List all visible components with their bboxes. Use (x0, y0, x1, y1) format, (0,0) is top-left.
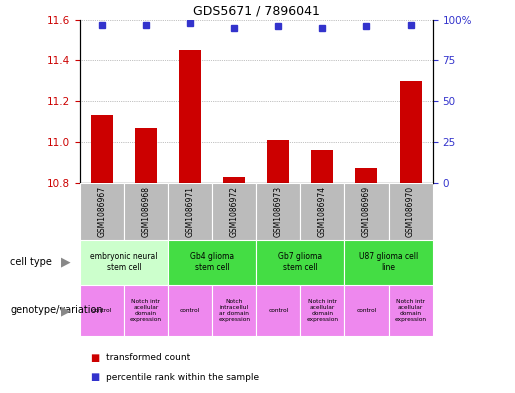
Text: Gb7 glioma
stem cell: Gb7 glioma stem cell (278, 252, 322, 272)
Text: cell type: cell type (10, 257, 52, 267)
Text: Notch intr
acellular
domain
expression: Notch intr acellular domain expression (394, 299, 426, 321)
Bar (388, 285, 433, 336)
Text: Notch intr
acellular
domain
expression: Notch intr acellular domain expression (130, 299, 162, 321)
Text: percentile rank within the sample: percentile rank within the sample (106, 373, 259, 382)
Text: ■: ■ (90, 372, 99, 382)
Bar (400, 81, 422, 183)
Bar (168, 285, 212, 336)
Text: GSM1086972: GSM1086972 (230, 186, 238, 237)
Bar (168, 183, 212, 240)
Bar (300, 285, 345, 336)
Bar (179, 50, 201, 183)
Bar (256, 240, 345, 285)
Bar (124, 183, 168, 240)
Text: embryonic neural
stem cell: embryonic neural stem cell (90, 252, 158, 272)
Bar (212, 183, 256, 240)
Bar (223, 176, 245, 183)
Text: GSM1086968: GSM1086968 (142, 186, 150, 237)
Bar (124, 285, 168, 336)
Bar (91, 116, 113, 183)
Text: control: control (356, 308, 376, 313)
Text: Notch
intracellul
ar domain
expression: Notch intracellul ar domain expression (218, 299, 250, 321)
Text: GSM1086974: GSM1086974 (318, 185, 327, 237)
Bar (256, 285, 300, 336)
Text: control: control (180, 308, 200, 313)
Text: ▶: ▶ (61, 256, 71, 269)
Bar (345, 183, 388, 240)
Text: GSM1086973: GSM1086973 (274, 185, 283, 237)
Bar (300, 183, 345, 240)
Bar (355, 169, 377, 183)
Bar (168, 240, 256, 285)
Bar (345, 240, 433, 285)
Text: transformed count: transformed count (106, 353, 190, 362)
Bar (267, 140, 289, 183)
Bar (388, 183, 433, 240)
Text: GSM1086970: GSM1086970 (406, 185, 415, 237)
Bar (256, 183, 300, 240)
Text: GSM1086969: GSM1086969 (362, 185, 371, 237)
Text: genotype/variation: genotype/variation (10, 305, 103, 316)
Text: U87 glioma cell
line: U87 glioma cell line (359, 252, 418, 272)
Bar (80, 183, 124, 240)
Bar (80, 285, 124, 336)
Bar (135, 128, 157, 183)
Text: GSM1086967: GSM1086967 (97, 185, 107, 237)
Text: Notch intr
acellular
domain
expression: Notch intr acellular domain expression (306, 299, 338, 321)
Bar (312, 150, 333, 183)
Bar (345, 285, 388, 336)
Text: Gb4 glioma
stem cell: Gb4 glioma stem cell (190, 252, 234, 272)
Text: control: control (92, 308, 112, 313)
Bar (212, 285, 256, 336)
Title: GDS5671 / 7896041: GDS5671 / 7896041 (193, 4, 320, 17)
Text: GSM1086971: GSM1086971 (185, 186, 195, 237)
Text: ■: ■ (90, 353, 99, 363)
Text: ▶: ▶ (61, 304, 71, 317)
Bar (80, 240, 168, 285)
Text: control: control (268, 308, 288, 313)
